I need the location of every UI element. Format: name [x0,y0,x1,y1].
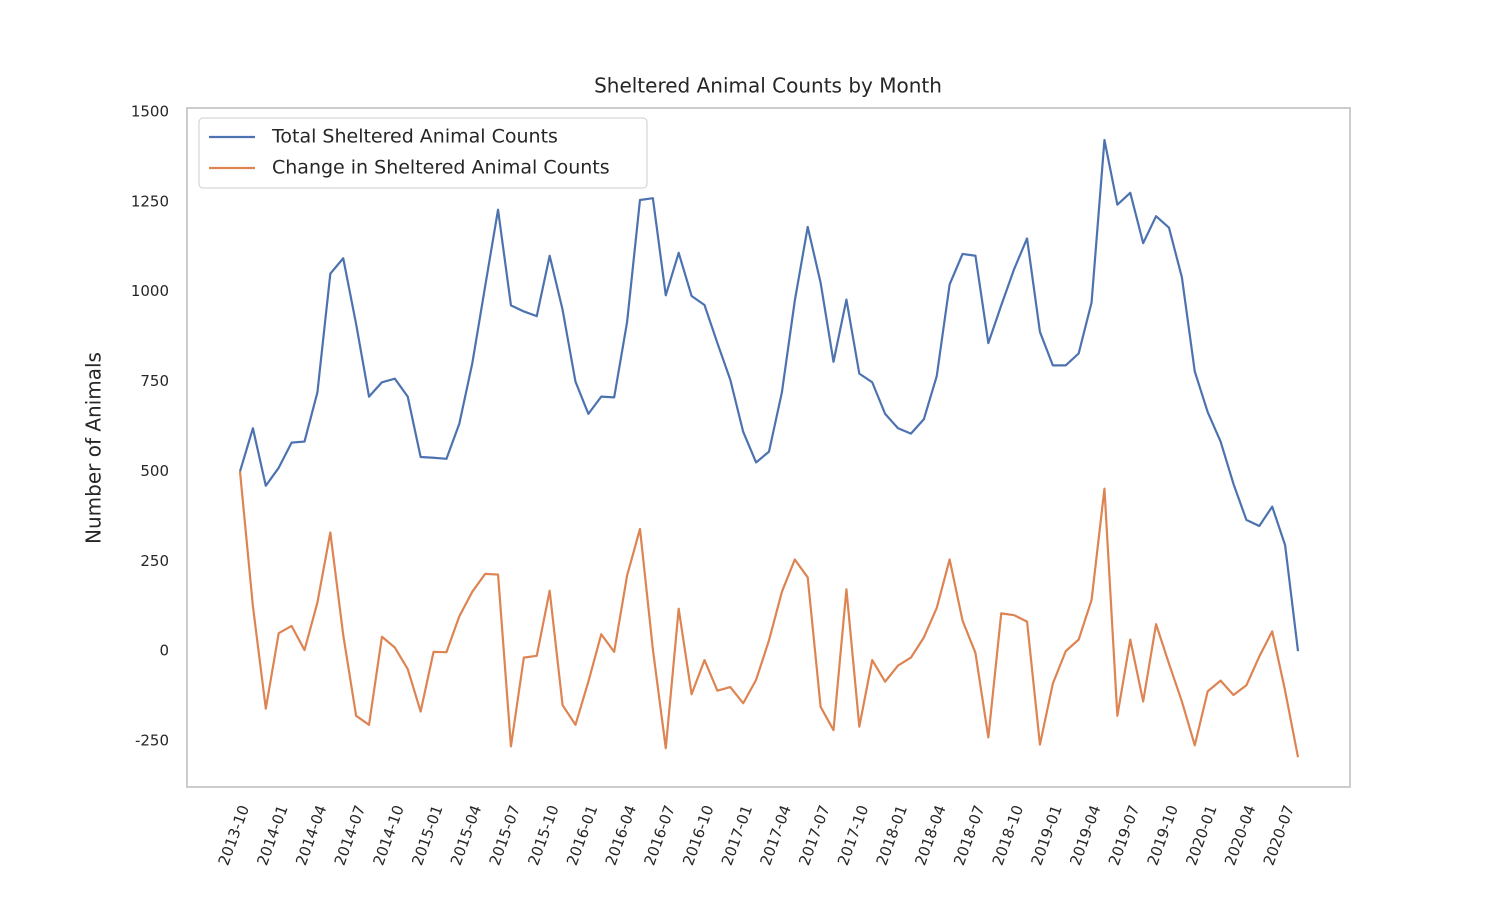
x-tick-label: 2020-07 [1260,803,1298,868]
legend-label: Total Sheltered Animal Counts [271,126,558,148]
legend-box [198,117,648,189]
x-tick-label: 2014-10 [369,803,407,868]
x-tick-label: 2019-01 [1027,803,1065,868]
x-tick-label: 2015-04 [447,803,485,868]
x-tick-label: 2020-01 [1182,803,1220,868]
x-tick-label: 2018-10 [989,803,1027,868]
x-tick-label: 2017-04 [757,803,795,868]
y-tick-label: 750 [140,372,169,390]
x-tick-label: 2013-10 [215,803,253,868]
x-tick-label: 2016-10 [679,803,717,868]
x-tick-label: 2019-10 [1144,803,1182,868]
x-tick-label: 2020-04 [1221,803,1259,868]
y-tick-label: 0 [159,642,169,660]
x-tick-label: 2014-07 [331,803,369,868]
legend: Total Sheltered Animal Counts Change in S… [198,117,648,189]
y-tick-label: 1500 [131,102,169,120]
x-tick-label: 2017-01 [718,803,756,868]
x-tick-label: 2017-10 [834,803,872,868]
x-tick-label: 2016-07 [640,803,678,868]
x-tick-label: 2016-01 [563,803,601,868]
x-tick-label: 2018-01 [873,803,911,868]
x-tick-label: 2015-01 [408,803,446,868]
x-tick-label: 2017-07 [795,803,833,868]
series-line [238,471,1300,758]
x-tick-label: 2014-01 [253,803,291,868]
series-line [238,138,1300,652]
y-axis-label: Number of Animals [82,352,106,544]
x-tick-label: 2019-07 [1105,803,1143,868]
y-tick-label: 1000 [131,282,169,300]
legend-label: Change in Sheltered Animal Counts [272,157,610,179]
x-tick-label: 2015-07 [486,803,524,868]
x-tick-label: 2014-04 [292,803,330,868]
y-tick-label: -250 [135,731,169,749]
y-tick-label: 500 [140,462,169,480]
x-tick-label: 2018-04 [911,803,949,868]
plot-frame [186,107,1351,788]
x-tick-label: 2016-04 [602,803,640,868]
x-tick-label: 2018-07 [950,803,988,868]
x-tick-label: 2019-04 [1066,803,1104,868]
chart-title: Sheltered Animal Counts by Month [594,74,942,98]
y-tick-label: 250 [140,552,169,570]
y-tick-label: 1250 [131,192,169,210]
x-tick-label: 2015-10 [524,803,562,868]
